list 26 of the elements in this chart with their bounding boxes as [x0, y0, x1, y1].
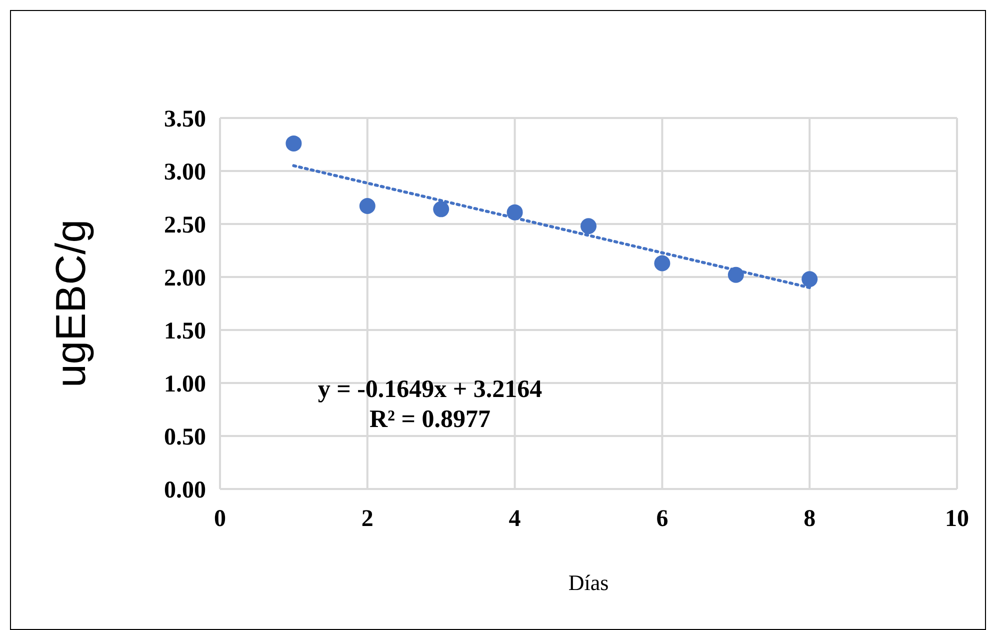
y-tick-label: 3.00 — [164, 160, 206, 186]
y-tick-label: 1.00 — [164, 372, 206, 398]
y-tick-label: 3.50 — [164, 106, 206, 133]
y-tick-label: 0.50 — [164, 424, 206, 451]
point — [286, 135, 302, 152]
y-tick-label: 2.50 — [164, 212, 206, 239]
point — [728, 266, 744, 283]
x-axis-title: Días — [568, 570, 609, 595]
y-tick-label: 0.00 — [164, 478, 206, 504]
x-tick-label: 6 — [656, 506, 668, 532]
point — [359, 198, 376, 214]
point — [580, 218, 596, 234]
point — [433, 201, 450, 218]
x-tick-label: 2 — [361, 506, 374, 532]
y-tick-label: 2.00 — [164, 266, 206, 292]
y-tick-label: 1.50 — [164, 318, 206, 345]
x-tick-label: 10 — [945, 506, 969, 532]
annotation: R² = 0.8977 — [369, 406, 491, 433]
x-tick-label: 0 — [214, 506, 226, 532]
y-axis-title: ugEBC/g — [46, 219, 94, 388]
x-tick-label: 8 — [804, 506, 816, 532]
point — [802, 271, 818, 288]
point — [654, 255, 670, 272]
annotation: y = -0.1649x + 3.2164 — [318, 376, 542, 403]
x-tick-label: 4 — [508, 506, 521, 532]
point — [506, 204, 523, 220]
